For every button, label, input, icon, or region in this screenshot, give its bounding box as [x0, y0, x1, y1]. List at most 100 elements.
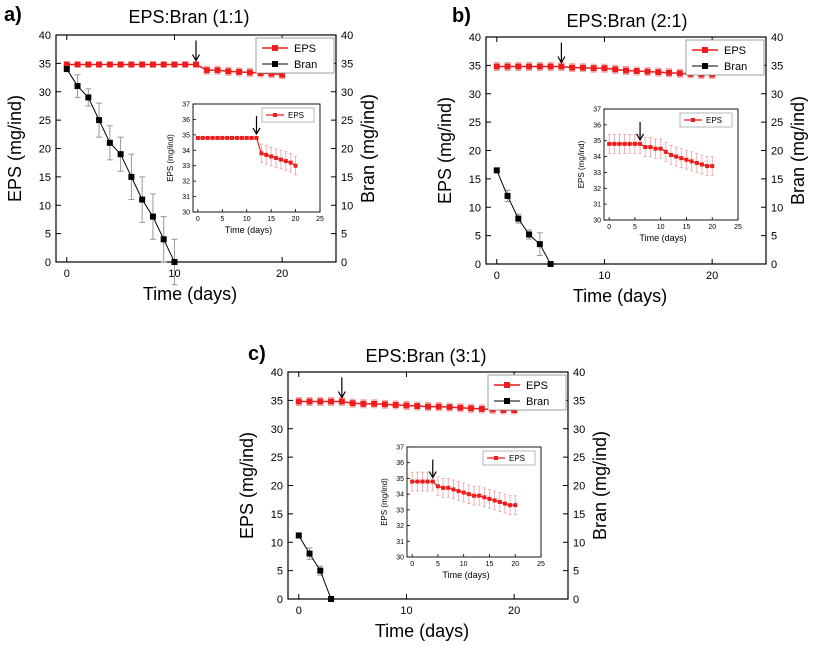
y-tick-label-right: 0	[573, 594, 579, 606]
data-point	[246, 69, 253, 76]
data-point	[536, 241, 543, 248]
inset-y-tick-label: 34	[396, 492, 404, 499]
inset-data-point	[415, 479, 420, 484]
y-tick-label-right: 0	[341, 257, 347, 269]
data-point	[493, 167, 500, 174]
inset-change-arrow-head	[636, 133, 645, 142]
inset-data-point	[669, 152, 673, 157]
inset-data-point	[274, 156, 279, 160]
y-tick-label-left: 20	[469, 146, 481, 158]
inset-y-tick-label: 33	[182, 163, 190, 170]
data-point	[279, 71, 286, 78]
y-tick-label-right: 35	[341, 58, 353, 70]
series-bran	[63, 66, 178, 286]
data-point	[149, 61, 156, 68]
legend-eps-marker	[504, 382, 510, 388]
inset-data-point	[425, 479, 430, 484]
y-tick-label-right: 30	[341, 87, 353, 99]
inset-data-point	[269, 154, 274, 159]
data-point	[203, 67, 210, 74]
data-point	[569, 64, 576, 71]
panel-label: c)	[248, 343, 266, 365]
x-axis-title: Time (days)	[375, 621, 469, 641]
data-point	[633, 68, 640, 75]
inset-chart: 30 31 32 33 34 35 36 37 0 5 10 15 20 25 Time (days) EPS…	[166, 102, 324, 236]
inset-x-tick-label: 0	[196, 216, 200, 223]
inset-change-arrow-head	[252, 127, 261, 136]
panel-label: a)	[4, 4, 22, 26]
y-tick-label-left: 20	[271, 481, 283, 493]
inset-data-point	[200, 135, 205, 140]
inset-data-point	[264, 152, 269, 157]
legend-box	[685, 39, 765, 76]
y-tick-label-right: 25	[573, 452, 585, 464]
x-tick-label: 20	[706, 270, 718, 282]
x-tick-label: 10	[400, 605, 412, 617]
inset-y-tick-label: 36	[182, 117, 190, 124]
panel-title: EPS:Bran (3:1)	[365, 346, 486, 366]
legend-eps-label: EPS	[724, 45, 746, 57]
legend-bran-label: Bran	[526, 396, 549, 408]
legend-bran-label: Bran	[294, 59, 317, 71]
inset-y-tick-label: 32	[593, 186, 601, 193]
y-tick-label-right: 40	[573, 367, 585, 379]
inset-data-point	[612, 141, 617, 146]
inset-data-point	[627, 141, 632, 146]
legend-eps-marker	[702, 47, 708, 53]
inset-data-point	[643, 145, 648, 150]
inset-data-point	[487, 496, 492, 501]
data-point	[193, 61, 199, 68]
x-axis-title: Time (days)	[573, 286, 667, 306]
y-tick-label-left: 40	[271, 367, 283, 379]
data-point	[106, 61, 113, 68]
inset-data-point	[638, 141, 643, 146]
data-point	[414, 403, 421, 410]
inset-legend-box	[482, 450, 536, 466]
y-tick-label-right: 20	[573, 481, 585, 493]
x-tick-label: 0	[494, 270, 500, 282]
data-point	[225, 68, 232, 75]
series-line	[298, 535, 332, 600]
y-axis-title-right: Bran (mg/ind)	[788, 96, 808, 205]
inset-data-point	[632, 141, 637, 146]
series-bran	[493, 167, 554, 267]
data-point	[85, 94, 92, 101]
data-point	[295, 532, 302, 539]
inset-y-tick-label: 30	[182, 210, 190, 217]
y-tick-label-right: 20	[341, 144, 353, 156]
inset-y-tick-label: 37	[593, 107, 601, 114]
inset-data-point	[430, 479, 435, 484]
inset-data-point	[283, 159, 288, 164]
inset-data-point	[259, 151, 264, 156]
inset-data-point	[513, 503, 518, 508]
inset-data-point	[477, 493, 482, 498]
legend: EPS Bran	[487, 374, 567, 411]
inset-data-point	[225, 135, 230, 140]
inset-data-point	[617, 141, 622, 146]
data-point	[666, 69, 673, 76]
inset-chart: 30 31 32 33 34 35 36 37 0 5 10 15 20 25 Time (days) EPS…	[577, 107, 742, 244]
inset-y-tick-label: 31	[182, 194, 190, 201]
data-point	[96, 117, 103, 124]
inset-data-point	[684, 157, 689, 162]
data-point	[171, 61, 178, 68]
inset-data-point	[705, 164, 710, 169]
inset-data-point	[230, 135, 235, 140]
inset-legend-label: EPS	[509, 454, 525, 463]
inset-y-tick-label: 37	[182, 102, 190, 109]
data-point	[139, 61, 146, 68]
y-axis-title-left: EPS (mg/ind)	[5, 95, 25, 202]
data-point	[579, 64, 586, 71]
legend-bran-marker	[702, 63, 708, 69]
inset-data-point	[254, 135, 259, 140]
data-point	[526, 63, 533, 70]
data-point	[317, 567, 324, 574]
data-point	[63, 66, 70, 73]
inset-x-axis-title: Time (days)	[442, 570, 489, 580]
legend-eps-label: EPS	[294, 43, 316, 55]
inset-chart: 30 31 32 33 34 35 36 37 0 5 10 15 20 25 Time (days) EPS…	[380, 445, 545, 581]
y-tick-label-left: 10	[271, 537, 283, 549]
y-tick-label-left: 15	[469, 174, 481, 186]
inset-data-point	[607, 141, 612, 146]
